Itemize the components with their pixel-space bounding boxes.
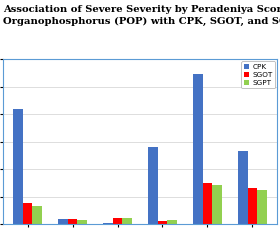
Bar	[213, 185, 222, 224]
Bar	[148, 147, 158, 224]
Bar	[13, 109, 23, 224]
Bar	[122, 218, 132, 224]
Bar	[158, 221, 167, 224]
Bar	[248, 188, 257, 224]
Bar	[78, 220, 87, 224]
Bar	[113, 218, 122, 224]
Bar	[167, 220, 177, 224]
Bar	[238, 151, 248, 224]
Bar	[32, 206, 42, 224]
Bar	[257, 190, 267, 224]
Legend: CPK, SGOT, SGPT: CPK, SGOT, SGPT	[241, 61, 275, 88]
Bar	[103, 223, 113, 224]
Bar	[193, 74, 202, 224]
Bar	[202, 183, 213, 224]
Bar	[23, 203, 32, 224]
Bar	[67, 219, 78, 224]
Text: Association of Severe Severity by Peradeniya Score of
Organophosphorus (POP) wit: Association of Severe Severity by Perade…	[3, 5, 280, 26]
Bar	[58, 219, 67, 224]
